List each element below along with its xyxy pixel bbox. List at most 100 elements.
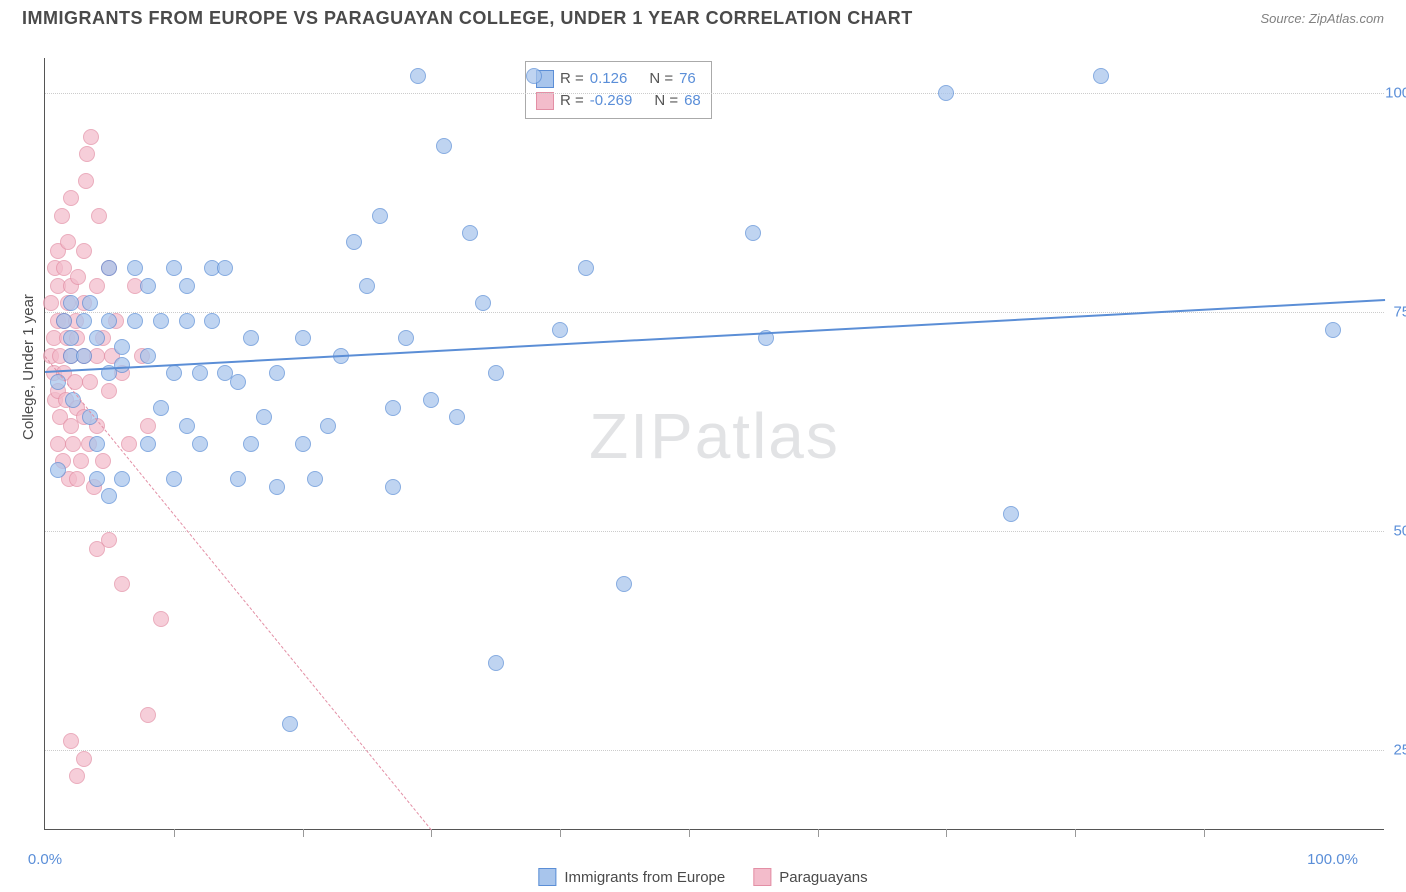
data-point bbox=[82, 295, 98, 311]
data-point bbox=[101, 488, 117, 504]
data-point bbox=[89, 278, 105, 294]
x-tick bbox=[560, 829, 561, 837]
x-tick-label: 0.0% bbox=[28, 851, 62, 868]
data-point bbox=[65, 436, 81, 452]
data-point bbox=[166, 365, 182, 381]
data-point bbox=[50, 374, 66, 390]
data-point bbox=[82, 374, 98, 390]
data-point bbox=[79, 146, 95, 162]
data-point bbox=[578, 260, 594, 276]
data-point bbox=[63, 733, 79, 749]
data-point bbox=[73, 453, 89, 469]
trend-line bbox=[45, 356, 432, 830]
watermark: ZIPatlas bbox=[589, 399, 840, 473]
data-point bbox=[101, 383, 117, 399]
y-tick-label: 75.0% bbox=[1393, 304, 1406, 321]
legend-item-1: Immigrants from Europe bbox=[538, 868, 725, 886]
data-point bbox=[423, 392, 439, 408]
data-point bbox=[114, 357, 130, 373]
y-tick-label: 50.0% bbox=[1393, 523, 1406, 540]
data-point bbox=[295, 436, 311, 452]
data-point bbox=[153, 400, 169, 416]
data-point bbox=[76, 348, 92, 364]
chart-header: IMMIGRANTS FROM EUROPE VS PARAGUAYAN COL… bbox=[0, 0, 1406, 35]
x-tick bbox=[303, 829, 304, 837]
gridline-h bbox=[45, 750, 1384, 751]
data-point bbox=[83, 129, 99, 145]
data-point bbox=[372, 208, 388, 224]
data-point bbox=[140, 707, 156, 723]
y-axis-title: College, Under 1 year bbox=[20, 294, 37, 440]
x-tick bbox=[689, 829, 690, 837]
r-label: R = bbox=[560, 68, 584, 90]
data-point bbox=[69, 471, 85, 487]
data-point bbox=[140, 418, 156, 434]
data-point bbox=[114, 339, 130, 355]
data-point bbox=[243, 436, 259, 452]
data-point bbox=[488, 655, 504, 671]
data-point bbox=[127, 260, 143, 276]
data-point bbox=[70, 269, 86, 285]
data-point bbox=[140, 278, 156, 294]
data-point bbox=[462, 225, 478, 241]
data-point bbox=[307, 471, 323, 487]
data-point bbox=[488, 365, 504, 381]
x-tick bbox=[174, 829, 175, 837]
data-point bbox=[101, 260, 117, 276]
data-point bbox=[76, 243, 92, 259]
data-point bbox=[938, 85, 954, 101]
gridline-h bbox=[45, 312, 1384, 313]
data-point bbox=[91, 208, 107, 224]
data-point bbox=[269, 479, 285, 495]
data-point bbox=[121, 436, 137, 452]
y-tick-label: 25.0% bbox=[1393, 742, 1406, 759]
data-point bbox=[230, 471, 246, 487]
data-point bbox=[526, 68, 542, 84]
data-point bbox=[89, 471, 105, 487]
data-point bbox=[256, 409, 272, 425]
n-label: N = bbox=[649, 68, 673, 90]
series-2-label: Paraguayans bbox=[779, 869, 867, 886]
swatch-series-2 bbox=[536, 92, 554, 110]
data-point bbox=[230, 374, 246, 390]
series-1-label: Immigrants from Europe bbox=[564, 869, 725, 886]
data-point bbox=[114, 576, 130, 592]
chart-container: IMMIGRANTS FROM EUROPE VS PARAGUAYAN COL… bbox=[0, 0, 1406, 892]
data-point bbox=[179, 418, 195, 434]
data-point bbox=[76, 751, 92, 767]
data-point bbox=[69, 768, 85, 784]
swatch-series-1 bbox=[538, 868, 556, 886]
legend-item-2: Paraguayans bbox=[753, 868, 867, 886]
data-point bbox=[398, 330, 414, 346]
data-point bbox=[140, 436, 156, 452]
data-point bbox=[140, 348, 156, 364]
data-point bbox=[153, 313, 169, 329]
data-point bbox=[192, 365, 208, 381]
data-point bbox=[179, 278, 195, 294]
data-point bbox=[63, 330, 79, 346]
data-point bbox=[95, 453, 111, 469]
x-tick bbox=[946, 829, 947, 837]
data-point bbox=[552, 322, 568, 338]
n-value-1: 76 bbox=[679, 68, 696, 90]
series-legend: Immigrants from Europe Paraguayans bbox=[538, 868, 867, 886]
data-point bbox=[1003, 506, 1019, 522]
data-point bbox=[127, 313, 143, 329]
data-point bbox=[1093, 68, 1109, 84]
plot-wrapper: ZIPatlas R = 0.126 N = 76 R = -0.269 N = bbox=[44, 58, 1384, 830]
data-point bbox=[385, 400, 401, 416]
data-point bbox=[89, 436, 105, 452]
data-point bbox=[63, 190, 79, 206]
data-point bbox=[295, 330, 311, 346]
gridline-h bbox=[45, 531, 1384, 532]
swatch-series-2 bbox=[753, 868, 771, 886]
data-point bbox=[243, 330, 259, 346]
data-point bbox=[475, 295, 491, 311]
data-point bbox=[269, 365, 285, 381]
data-point bbox=[192, 436, 208, 452]
source-attribution: Source: ZipAtlas.com bbox=[1260, 11, 1384, 26]
data-point bbox=[114, 471, 130, 487]
data-point bbox=[89, 330, 105, 346]
data-point bbox=[60, 234, 76, 250]
data-point bbox=[385, 479, 401, 495]
